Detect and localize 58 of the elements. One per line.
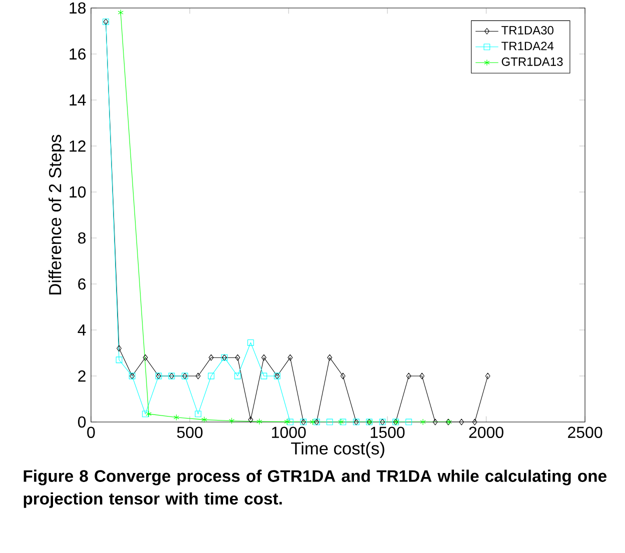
- y-tick-label: 14: [70, 94, 86, 106]
- point: [235, 354, 240, 361]
- y-tick-label: 2: [78, 370, 86, 382]
- point: [288, 354, 293, 361]
- legend-label: TR1DA30: [501, 26, 554, 35]
- point: [340, 372, 346, 380]
- point: [196, 372, 201, 380]
- y-tick-label: 12: [70, 140, 86, 152]
- x-tick-label: 2000: [469, 426, 504, 438]
- point: [228, 418, 235, 424]
- y-tick-label: 0: [78, 416, 86, 428]
- point: [116, 356, 122, 364]
- point: [234, 372, 241, 380]
- point: [208, 372, 214, 380]
- point: [142, 354, 148, 361]
- point: [142, 410, 149, 418]
- x-axis-title: Time cost(s): [291, 442, 384, 458]
- point: [406, 372, 412, 380]
- point: [247, 339, 254, 346]
- point: [174, 414, 180, 421]
- point: [194, 410, 202, 418]
- point: [310, 418, 316, 426]
- point: [459, 418, 464, 426]
- y-tick-label: 16: [70, 48, 86, 60]
- legend-label: GTR1DA13: [502, 57, 563, 66]
- point: [472, 418, 478, 426]
- point: [284, 418, 290, 425]
- x-tick-label: 1500: [370, 426, 405, 438]
- point: [146, 410, 152, 418]
- x-tick-label: 0: [87, 426, 95, 438]
- point: [432, 418, 438, 426]
- point: [420, 418, 426, 426]
- point: [260, 372, 268, 380]
- point: [485, 372, 490, 380]
- point: [248, 416, 254, 423]
- y-tick-label: 18: [70, 2, 86, 14]
- legend-label: TR1DA24: [501, 42, 554, 50]
- point: [420, 372, 424, 380]
- y-axis-title: Difference of 2 Steps: [48, 134, 65, 294]
- x-tick-label: 1000: [272, 426, 306, 438]
- point: [327, 354, 332, 361]
- y-tick-label: 4: [78, 324, 86, 336]
- y-tick-label: 10: [70, 186, 86, 198]
- point: [340, 418, 346, 426]
- text: Figure 8 Converge process of GTR1DA and TR1DA while calculating one projection tensor with time cost.: [24, 470, 606, 508]
- point: [116, 345, 122, 352]
- point: [208, 354, 214, 361]
- x-tick-label: 2500: [568, 426, 602, 438]
- point: [118, 9, 124, 16]
- point: [261, 354, 266, 361]
- y-tick-label: 6: [78, 278, 86, 290]
- x-tick-label: 500: [177, 426, 203, 438]
- point: [338, 418, 344, 426]
- point: [406, 418, 412, 426]
- point: [201, 416, 208, 423]
- y-tick-label: 8: [78, 232, 86, 244]
- point: [326, 418, 333, 426]
- point: [256, 418, 262, 425]
